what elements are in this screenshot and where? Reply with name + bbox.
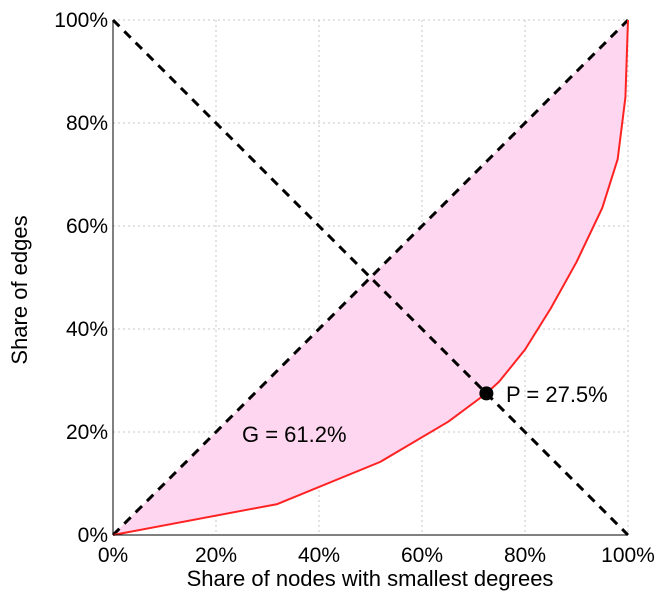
y-tick-label: 20%: [66, 421, 108, 444]
x-tick-label: 80%: [504, 544, 546, 567]
y-tick-label: 0%: [78, 524, 108, 547]
y-tick-label: 60%: [66, 215, 108, 238]
x-tick-label: 20%: [195, 544, 237, 567]
area-layer: [113, 20, 628, 535]
inequality-area: [113, 20, 628, 535]
x-tick-label: 40%: [298, 544, 340, 567]
y-tick-label: 80%: [66, 112, 108, 135]
intersection-point: [479, 386, 494, 401]
gini-annotation: G = 61.2%: [242, 422, 347, 447]
x-tick-label: 0%: [98, 544, 128, 567]
y-tick-label: 100%: [54, 9, 108, 32]
x-axis-label: Share of nodes with smallest degrees: [187, 566, 554, 591]
lorenz-curve: [112, 19, 629, 536]
axis-layer: [112, 20, 628, 536]
line-layer: [111, 18, 630, 537]
x-tick-label: 100%: [601, 544, 655, 567]
y-axis-label: Share of edges: [7, 215, 32, 364]
point-annotation: P = 27.5%: [506, 382, 608, 407]
y-tick-label: 40%: [66, 318, 108, 341]
label-layer: 0% 20% 40% 60% 80% 100% 0% 20% 40% 60% 80% 100% Shar…: [7, 9, 655, 591]
x-tick-label: 60%: [401, 544, 443, 567]
